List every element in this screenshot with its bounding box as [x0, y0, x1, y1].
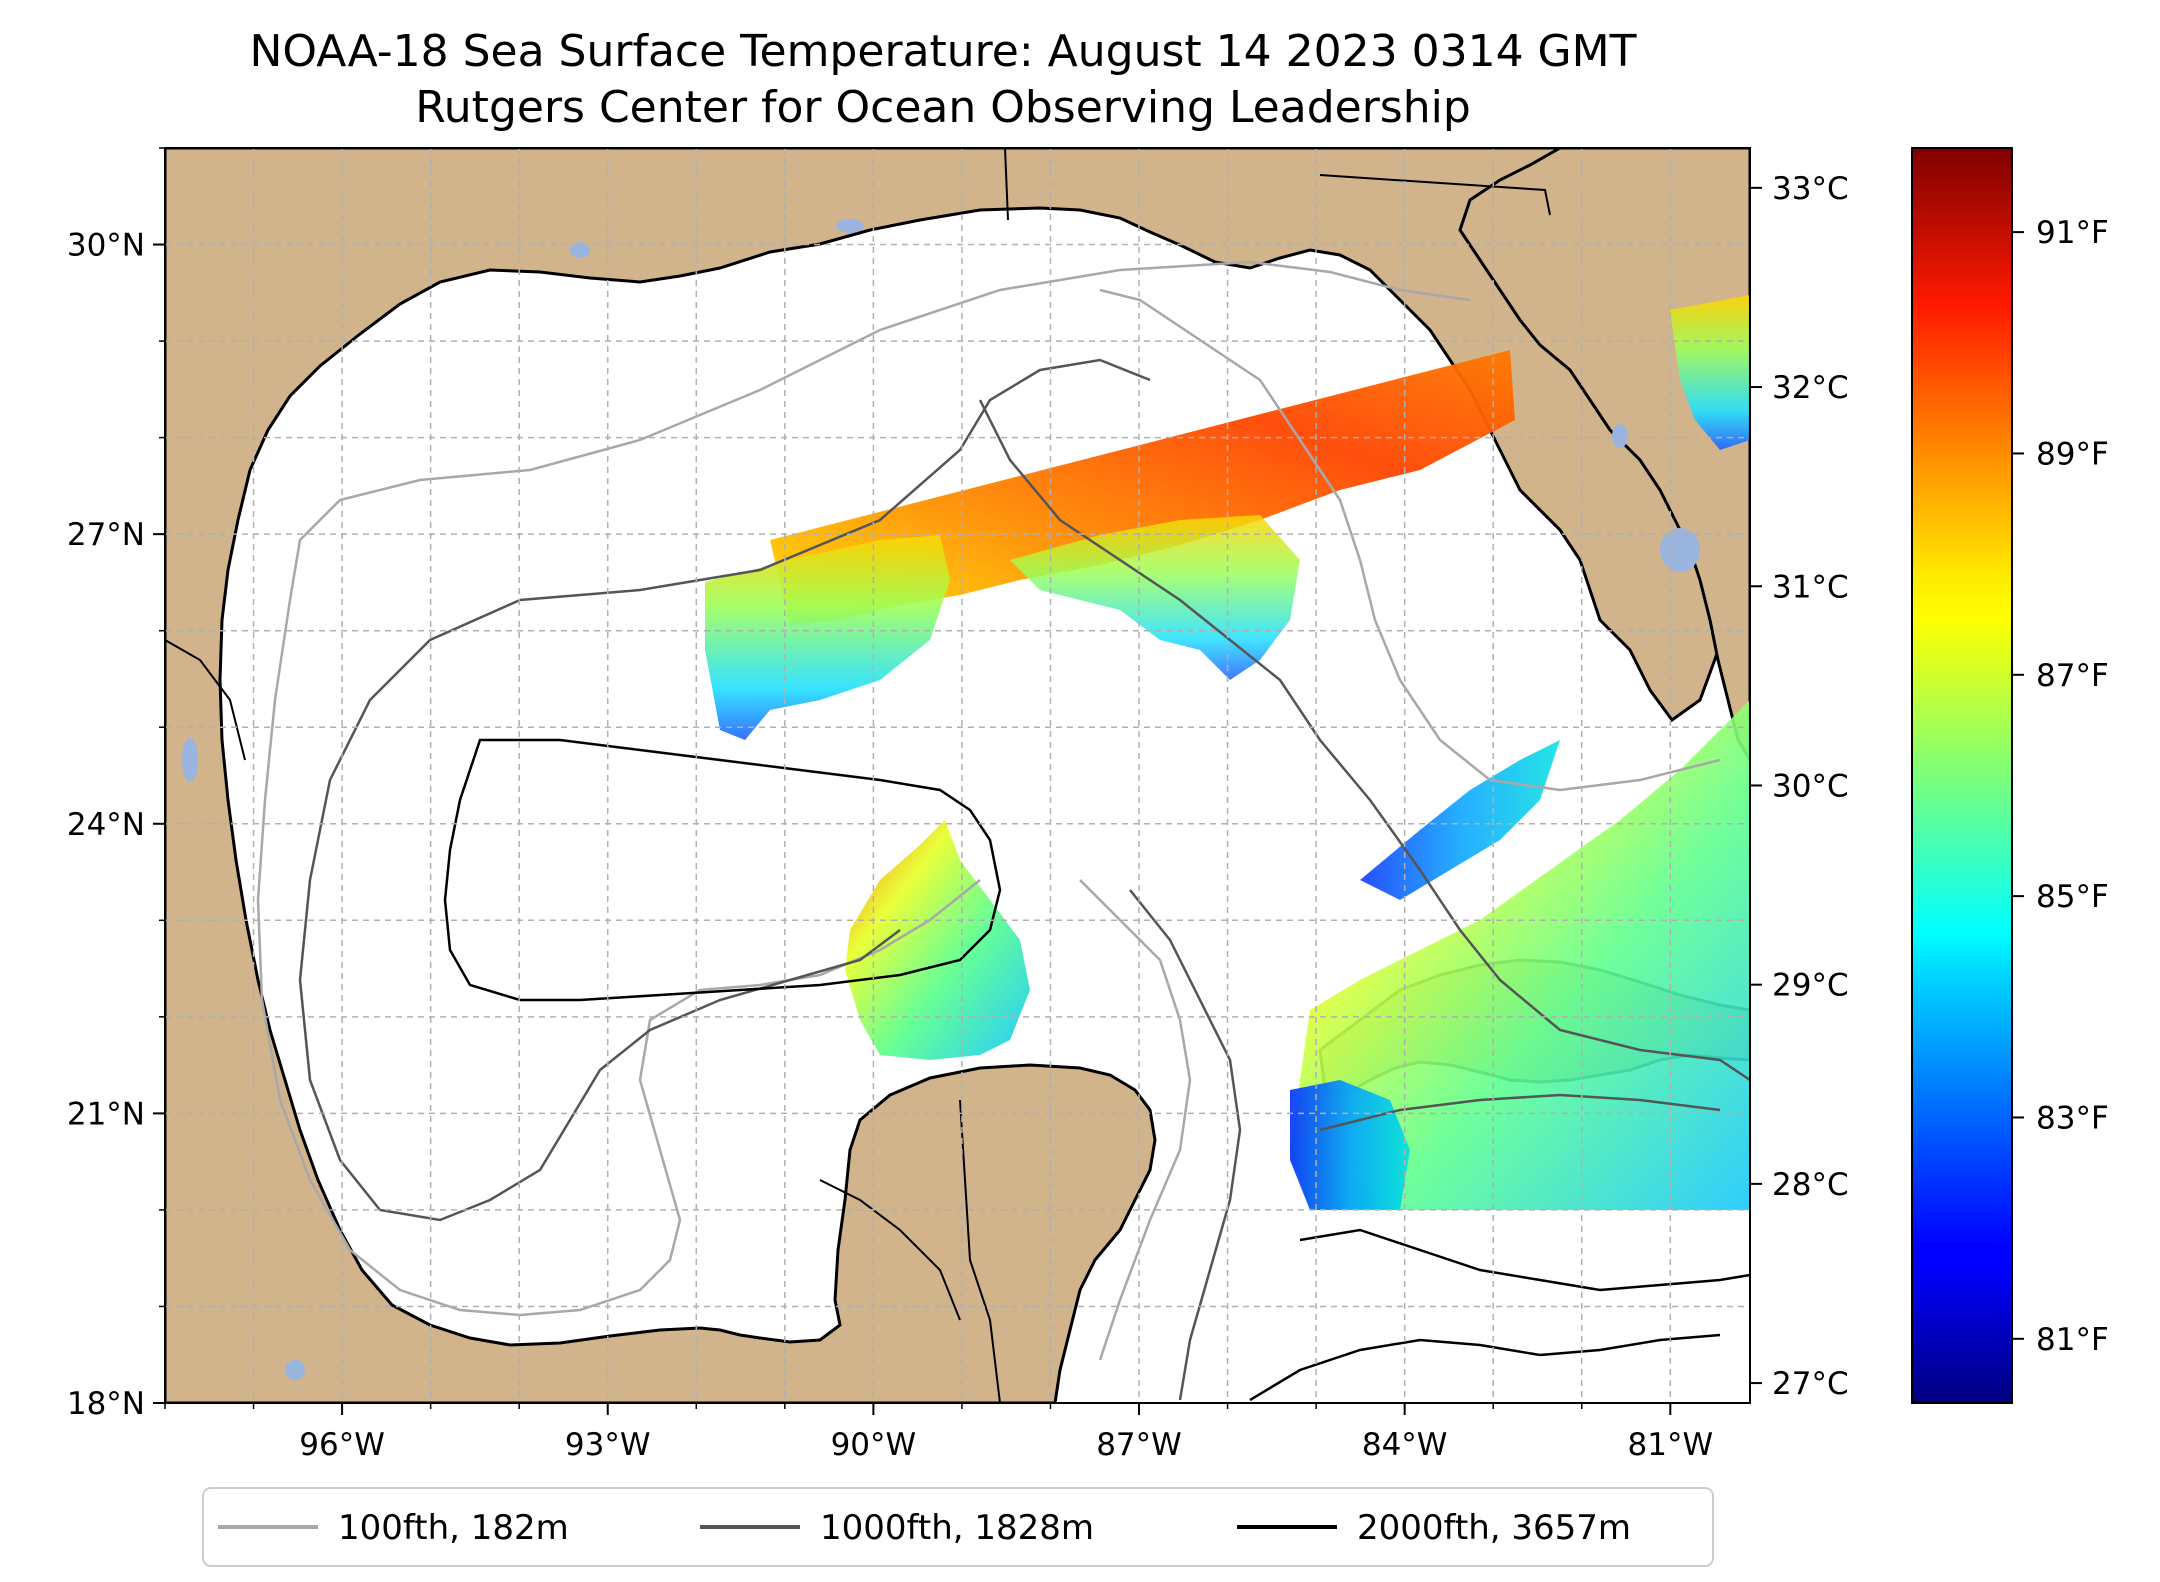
bathymetry-1000fth	[298, 358, 1750, 1401]
bathymetry-2000fth	[443, 738, 1750, 1402]
colorbar: 27°C 28°C 29°C 30°C 31°C 32°C 33°C 81°F 83°F 85°…	[1750, 147, 2109, 1404]
swath-florida-strait	[1360, 740, 1560, 900]
map-title-line-2: Rutgers Center for Ocean Observing Leade…	[415, 82, 1471, 133]
swath-northeast-band	[770, 350, 1515, 625]
latitude-axis: 30°N 27°N 24°N 21°N 18°N	[67, 147, 165, 1422]
lon-tick-label: 93°W	[565, 1427, 651, 1463]
lat-tick-label: 24°N	[67, 807, 145, 843]
celsius-tick-label: 30°C	[1772, 768, 1849, 804]
swath-yucatan-north	[845, 820, 1030, 1060]
colorbar-celsius-axis: 27°C 28°C 29°C 30°C 31°C 32°C 33°C	[1750, 171, 1849, 1402]
swath-southeast	[1290, 700, 1750, 1210]
map-title-line-1: NOAA-18 Sea Surface Temperature: August …	[250, 26, 1637, 77]
lon-tick-label: 81°W	[1628, 1427, 1714, 1463]
lon-tick-label: 87°W	[1096, 1427, 1182, 1463]
lon-tick-label: 90°W	[831, 1427, 917, 1463]
map-area	[165, 148, 1750, 1403]
fahrenheit-tick-label: 91°F	[2036, 215, 2109, 251]
contour-legend: 100fth, 182m 1000fth, 1828m 2000fth, 365…	[202, 1487, 1714, 1567]
lat-tick-label: 30°N	[67, 228, 145, 264]
fahrenheit-tick-label: 89°F	[2036, 436, 2109, 472]
celsius-tick-label: 27°C	[1772, 1366, 1849, 1402]
colorbar-fahrenheit-axis: 81°F 83°F 85°F 87°F 89°F 91°F	[2012, 215, 2109, 1358]
longitude-axis: 96°W 93°W 90°W 87°W 84°W 81°W	[164, 1403, 1714, 1463]
lat-tick-label: 21°N	[67, 1096, 145, 1132]
legend-label-100fth: 100fth, 182m	[338, 1508, 569, 1548]
lat-tick-label: 27°N	[67, 517, 145, 553]
celsius-tick-label: 31°C	[1772, 569, 1849, 605]
gridlines	[165, 148, 1750, 1403]
lon-tick-label: 84°W	[1362, 1427, 1448, 1463]
fahrenheit-tick-label: 85°F	[2036, 879, 2109, 915]
legend-label-1000fth: 1000fth, 1828m	[820, 1508, 1094, 1548]
swath-atlantic-strip	[1670, 295, 1750, 450]
legend-label-2000fth: 2000fth, 3657m	[1357, 1508, 1631, 1548]
fahrenheit-tick-label: 87°F	[2036, 658, 2109, 694]
celsius-tick-label: 29°C	[1772, 968, 1849, 1004]
colorbar-gradient	[1911, 147, 2013, 1404]
lon-tick-label: 96°W	[299, 1427, 385, 1463]
fahrenheit-tick-label: 81°F	[2036, 1322, 2109, 1358]
celsius-tick-label: 33°C	[1772, 171, 1849, 207]
celsius-tick-label: 32°C	[1772, 370, 1849, 406]
political-boundaries	[165, 148, 1551, 1403]
map-frame	[164, 147, 1751, 1404]
fahrenheit-tick-label: 83°F	[2036, 1100, 2109, 1136]
legend-box	[202, 1487, 1714, 1567]
bathymetry-100fth	[256, 260, 1721, 1361]
lat-tick-label: 18°N	[67, 1386, 145, 1422]
swath-cold-patch	[1290, 1080, 1410, 1210]
swath-central-west	[705, 535, 950, 740]
celsius-tick-label: 28°C	[1772, 1167, 1849, 1203]
